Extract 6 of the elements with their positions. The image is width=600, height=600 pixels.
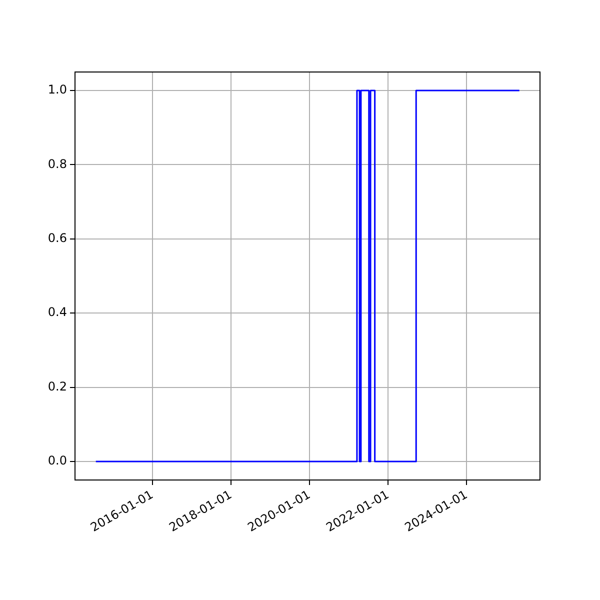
y-tick-label: 0.0 xyxy=(48,454,67,468)
y-tick-label: 0.2 xyxy=(48,379,67,394)
y-tick-label: 0.8 xyxy=(48,156,67,171)
y-tick-label: 1.0 xyxy=(48,82,67,97)
y-tick-label: 0.4 xyxy=(48,305,67,320)
y-tick-label: 0.6 xyxy=(48,231,67,246)
